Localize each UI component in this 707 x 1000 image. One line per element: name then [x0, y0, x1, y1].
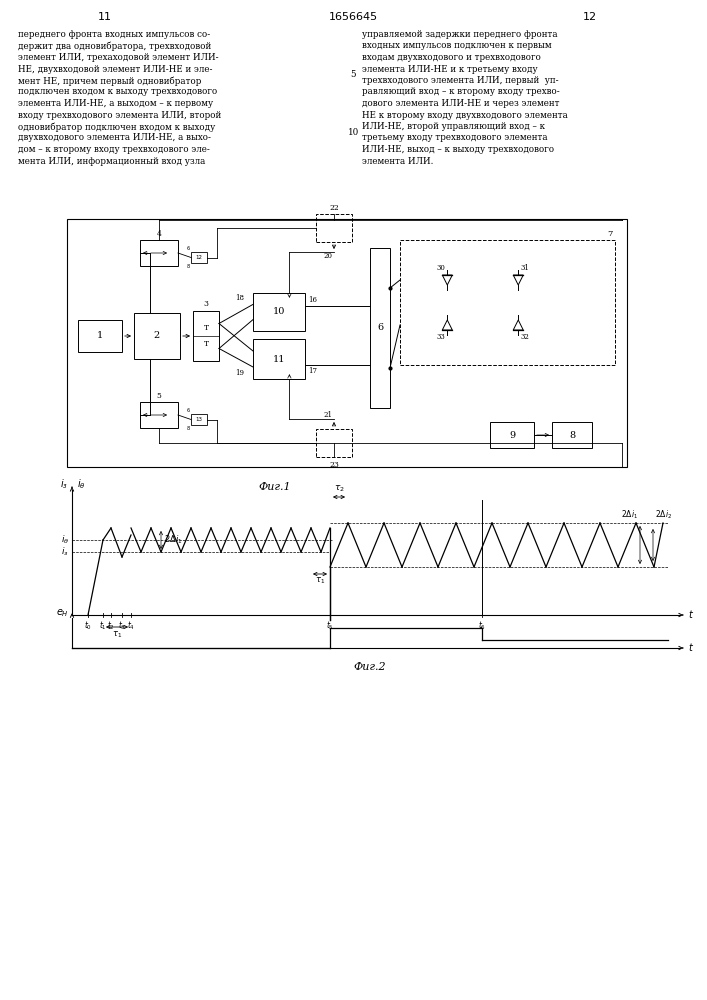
Text: 8: 8	[187, 264, 190, 269]
Bar	[191, 414, 207, 425]
Text: мента ИЛИ, информационный вход узла: мента ИЛИ, информационный вход узла	[18, 156, 205, 165]
Text: 20: 20	[323, 252, 332, 260]
Text: $i_з$: $i_з$	[60, 477, 68, 491]
Bar	[253, 293, 305, 331]
Text: элемента ИЛИ-НЕ и к третьему входу: элемента ИЛИ-НЕ и к третьему входу	[362, 64, 537, 74]
Text: управляемой задержки переднего фронта: управляемой задержки переднего фронта	[362, 30, 558, 39]
Text: 17: 17	[308, 367, 317, 375]
Text: дом – к второму входу трехвходового эле-: дом – к второму входу трехвходового эле-	[18, 145, 210, 154]
Bar	[253, 339, 305, 379]
Text: 13: 13	[196, 417, 202, 422]
Text: НЕ, двухвходовой элемент ИЛИ-НЕ и эле-: НЕ, двухвходовой элемент ИЛИ-НЕ и эле-	[18, 64, 213, 74]
Text: трехвходового элемента ИЛИ, первый  уп-: трехвходового элемента ИЛИ, первый уп-	[362, 76, 559, 85]
Text: $2\Delta i_1$: $2\Delta i_1$	[164, 534, 182, 546]
Text: 1656645: 1656645	[329, 12, 378, 22]
Text: элемента ИЛИ-НЕ, а выходом – к первому: элемента ИЛИ-НЕ, а выходом – к первому	[18, 99, 213, 108]
Text: 11: 11	[98, 12, 112, 22]
Text: ИЛИ-НЕ, второй управляющий вход – к: ИЛИ-НЕ, второй управляющий вход – к	[362, 122, 545, 131]
Text: $t_0$: $t_0$	[84, 619, 92, 632]
Text: подключен входом к выходу трехвходового: подключен входом к выходу трехвходового	[18, 88, 217, 97]
Text: t: t	[688, 643, 692, 653]
Text: $i_θ$: $i_θ$	[61, 534, 69, 546]
Text: 31: 31	[520, 264, 529, 272]
Bar	[552, 422, 592, 448]
Text: 18: 18	[235, 294, 245, 302]
Text: $e_H$: $e_H$	[56, 607, 69, 619]
Text: 6: 6	[187, 408, 190, 413]
Text: 8: 8	[187, 426, 190, 431]
Text: 12: 12	[196, 255, 202, 260]
Text: $\tau_1$: $\tau_1$	[315, 576, 325, 586]
Text: $t_2$: $t_2$	[107, 619, 115, 632]
Text: 6: 6	[377, 324, 383, 332]
Text: переднего фронта входных импульсов со-: переднего фронта входных импульсов со-	[18, 30, 210, 39]
Text: $t_1$: $t_1$	[99, 619, 107, 632]
Text: входных импульсов подключен к первым: входных импульсов подключен к первым	[362, 41, 551, 50]
Text: третьему входу трехвходового элемента: третьему входу трехвходового элемента	[362, 133, 548, 142]
Text: ИЛИ-НЕ, выход – к выходу трехвходового: ИЛИ-НЕ, выход – к выходу трехвходового	[362, 145, 554, 154]
Text: 11: 11	[273, 355, 285, 363]
Text: 12: 12	[583, 12, 597, 22]
Bar	[140, 402, 178, 428]
Text: 32: 32	[520, 333, 529, 341]
Bar	[370, 248, 390, 408]
Text: 22: 22	[329, 204, 339, 212]
Text: $t_3$: $t_3$	[118, 619, 126, 632]
Bar	[67, 219, 627, 467]
Bar	[191, 252, 207, 263]
Text: 3: 3	[204, 300, 209, 308]
Text: $t_6$: $t_6$	[478, 619, 486, 632]
Text: 5: 5	[156, 392, 161, 400]
Text: $\tau_2$: $\tau_2$	[334, 484, 344, 494]
Text: 19: 19	[235, 369, 245, 377]
Text: 21: 21	[323, 411, 332, 419]
Text: $i_з$: $i_з$	[62, 546, 69, 558]
Text: 5: 5	[350, 70, 356, 79]
Text: входу трехвходового элемента ИЛИ, второй: входу трехвходового элемента ИЛИ, второй	[18, 110, 221, 119]
Text: 30: 30	[436, 264, 445, 272]
Text: 33: 33	[436, 333, 445, 341]
Text: T: T	[204, 340, 209, 349]
Text: $\tau_1$: $\tau_1$	[112, 629, 122, 640]
Bar	[400, 240, 615, 365]
Bar	[134, 313, 180, 359]
Text: Фиг.1: Фиг.1	[259, 482, 291, 492]
Text: 2: 2	[154, 332, 160, 340]
Text: 6: 6	[187, 246, 190, 251]
Text: $2\Delta i_1$: $2\Delta i_1$	[621, 508, 638, 521]
Text: равляющий вход – к второму входу трехво-: равляющий вход – к второму входу трехво-	[362, 88, 560, 97]
Text: 7: 7	[607, 230, 613, 238]
Bar	[193, 311, 219, 361]
Text: элемент ИЛИ, трехаходовой элемент ИЛИ-: элемент ИЛИ, трехаходовой элемент ИЛИ-	[18, 53, 218, 62]
Bar	[78, 320, 122, 352]
Bar	[316, 429, 352, 457]
Text: $i_θ$: $i_θ$	[77, 477, 86, 491]
Text: 23: 23	[329, 461, 339, 469]
Text: 10: 10	[348, 128, 359, 137]
Bar	[316, 214, 352, 242]
Text: 10: 10	[273, 308, 285, 316]
Bar	[140, 240, 178, 266]
Text: НЕ к второму входу двухвходового элемента: НЕ к второму входу двухвходового элемент…	[362, 110, 568, 119]
Text: элемента ИЛИ.: элемента ИЛИ.	[362, 156, 433, 165]
Text: держит два одновибратора, трехвходовой: держит два одновибратора, трехвходовой	[18, 41, 211, 51]
Text: Фиг.2: Фиг.2	[354, 662, 386, 672]
Text: 16: 16	[308, 296, 317, 304]
Text: $t_4$: $t_4$	[127, 619, 135, 632]
Text: входам двухвходового и трехвходового: входам двухвходового и трехвходового	[362, 53, 541, 62]
Text: 4: 4	[156, 230, 161, 238]
Text: одновибратор подключен входом к выходу: одновибратор подключен входом к выходу	[18, 122, 215, 131]
Text: мент НЕ, причем первый одновибратор: мент НЕ, причем первый одновибратор	[18, 76, 201, 86]
Bar	[490, 422, 534, 448]
Text: $2\Delta i_2$: $2\Delta i_2$	[655, 508, 672, 521]
Text: 1: 1	[97, 332, 103, 340]
Text: 9: 9	[509, 430, 515, 440]
Text: $t_5$: $t_5$	[326, 619, 334, 632]
Text: T: T	[204, 324, 209, 332]
Text: 8: 8	[569, 430, 575, 440]
Text: дового элемента ИЛИ-НЕ и через элемент: дового элемента ИЛИ-НЕ и через элемент	[362, 99, 559, 108]
Text: двухвходового элемента ИЛИ-НЕ, а выхо-: двухвходового элемента ИЛИ-НЕ, а выхо-	[18, 133, 211, 142]
Text: t: t	[688, 610, 692, 620]
